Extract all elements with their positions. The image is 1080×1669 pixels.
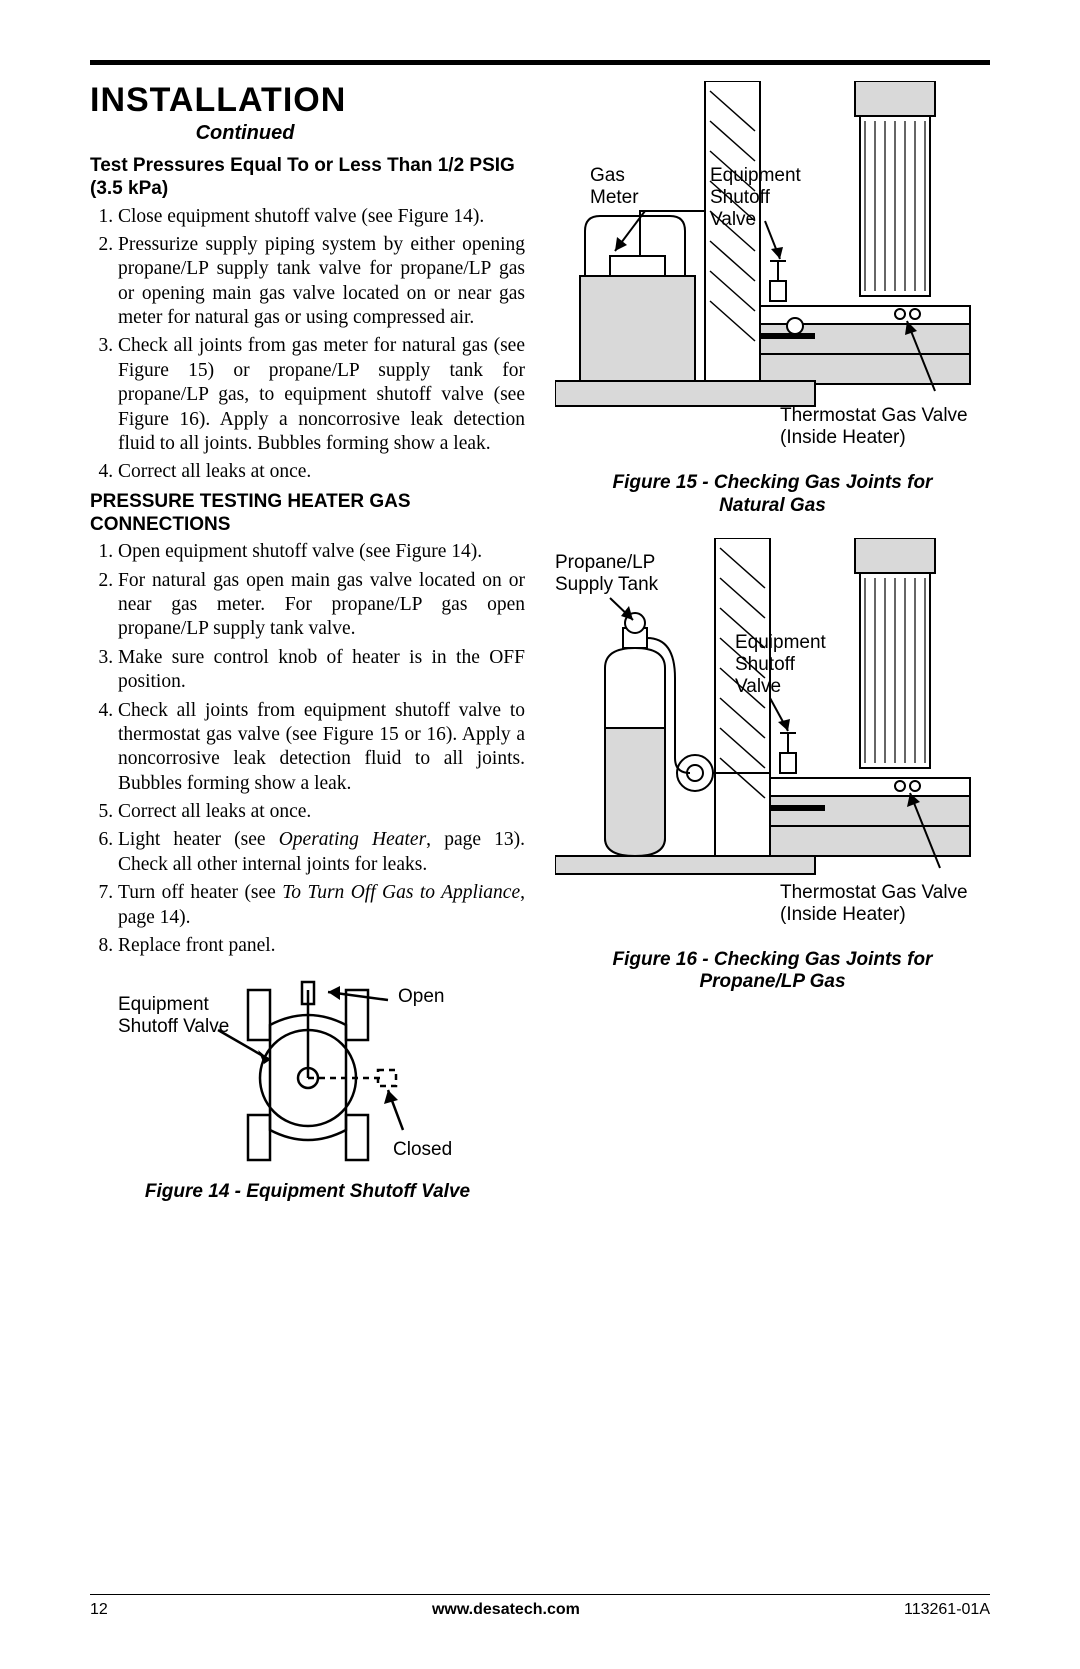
figure-16: Propane/LP Supply Tank Equipment Shutoff… (555, 538, 990, 995)
footer-rule (90, 1594, 990, 1595)
figure-14-caption: Figure 14 - Equipment Shutoff Valve (90, 1181, 525, 1204)
figure-14-diagram: Equipment Shutoff Valve Open Closed (118, 970, 498, 1170)
fig14-label-closed: Closed (393, 1139, 452, 1160)
step: Check all joints from equipment shutoff … (118, 699, 525, 797)
step: Replace front panel. (118, 934, 525, 958)
step: Turn off heater (see To Turn Off Gas to … (118, 881, 525, 930)
figure-15-diagram: Gas Meter Equipment Shutoff Valve Thermo… (555, 81, 990, 461)
fig16-label-propane-1: Propane/LP (555, 552, 655, 573)
italic-reference: Operating Heater (279, 829, 426, 850)
continued-label: Continued (90, 122, 400, 145)
fig14-label-eq-1: Equipment (118, 994, 210, 1015)
fig15-label-eq-3: Valve (710, 209, 756, 230)
step: Make sure control knob of heater is in t… (118, 646, 525, 695)
steps-list-2: Open equipment shutoff valve (see Figure… (90, 540, 525, 958)
subhead-pressure-testing: PRESSURE TESTING HEATER GAS CONNECTIONS (90, 491, 525, 537)
step: Check all joints from gas meter for natu… (118, 334, 525, 456)
subhead-test-pressures: Test Pressures Equal To or Less Than 1/2… (90, 155, 525, 201)
doc-number: 113261-01A (904, 1601, 990, 1619)
text: Light heater (see (118, 829, 279, 850)
fig16-label-eq-3: Valve (735, 676, 781, 697)
section-title: INSTALLATION (90, 81, 525, 120)
step: For natural gas open main gas valve loca… (118, 569, 525, 642)
right-column: Gas Meter Equipment Shutoff Valve Thermo… (555, 81, 990, 1204)
figure-16-caption: Figure 16 - Checking Gas Joints forPropa… (555, 949, 990, 995)
figure-15: Gas Meter Equipment Shutoff Valve Thermo… (555, 81, 990, 518)
step: Correct all leaks at once. (118, 800, 525, 824)
fig16-label-propane-2: Supply Tank (555, 574, 659, 595)
fig14-label-eq-2: Shutoff Valve (118, 1016, 229, 1037)
fig16-label-thermo-1: Thermostat Gas Valve (780, 882, 968, 903)
step: Open equipment shutoff valve (see Figure… (118, 540, 525, 564)
fig16-label-eq-1: Equipment (735, 632, 827, 653)
fig15-label-gasmeter-1: Gas (590, 165, 625, 186)
steps-list-1: Close equipment shutoff valve (see Figur… (90, 205, 525, 485)
page-footer: 12 www.desatech.com 113261-01A (90, 1594, 990, 1619)
fig16-label-eq-2: Shutoff (735, 654, 796, 675)
left-column: INSTALLATION Continued Test Pressures Eq… (90, 81, 525, 1204)
figure-14: Equipment Shutoff Valve Open Closed Figu… (90, 970, 525, 1204)
top-rule (90, 60, 990, 65)
fig14-label-open: Open (398, 986, 444, 1007)
page-number: 12 (90, 1601, 108, 1619)
footer-url: www.desatech.com (432, 1601, 580, 1619)
text: Turn off heater (see (118, 882, 282, 903)
fig15-label-gasmeter-2: Meter (590, 187, 639, 208)
fig15-label-eq-1: Equipment (710, 165, 802, 186)
figure-15-caption: Figure 15 - Checking Gas Joints forNatur… (555, 472, 990, 518)
fig16-label-thermo-2: (Inside Heater) (780, 904, 906, 925)
fig15-label-thermo-1: Thermostat Gas Valve (780, 405, 968, 426)
step: Light heater (see Operating Heater, page… (118, 828, 525, 877)
step: Pressurize supply piping system by eithe… (118, 233, 525, 331)
step: Close equipment shutoff valve (see Figur… (118, 205, 525, 229)
figure-16-diagram: Propane/LP Supply Tank Equipment Shutoff… (555, 538, 990, 938)
fig15-label-thermo-2: (Inside Heater) (780, 427, 906, 448)
two-column-layout: INSTALLATION Continued Test Pressures Eq… (90, 81, 990, 1204)
fig15-label-eq-2: Shutoff (710, 187, 771, 208)
italic-reference: To Turn Off Gas to Appliance (282, 882, 520, 903)
step: Correct all leaks at once. (118, 460, 525, 484)
